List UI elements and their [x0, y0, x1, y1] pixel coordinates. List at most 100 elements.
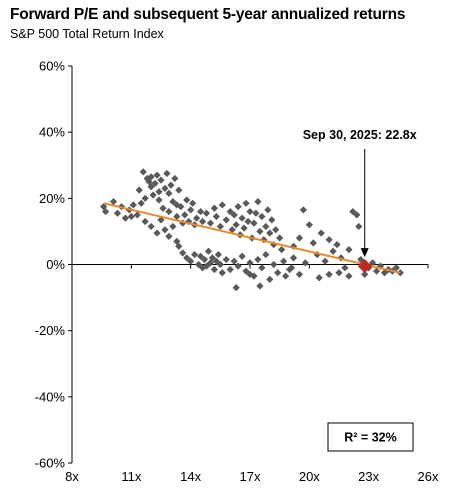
data-point	[232, 221, 240, 229]
data-point	[161, 226, 169, 234]
data-point	[282, 272, 290, 280]
data-point	[242, 199, 250, 207]
data-point	[264, 206, 272, 214]
data-point	[177, 203, 185, 211]
data-point	[372, 267, 381, 275]
x-tick-label: 11x	[121, 469, 141, 484]
x-tick-label: 20x	[299, 469, 320, 484]
data-point	[380, 269, 389, 277]
data-point	[153, 229, 161, 237]
data-point	[295, 234, 304, 242]
data-point	[335, 269, 343, 277]
data-point	[325, 270, 333, 279]
data-point	[274, 269, 282, 277]
data-point	[321, 257, 329, 265]
chart-subtitle: S&P 500 Total Return Index	[10, 27, 164, 41]
data-point	[242, 267, 250, 275]
data-point	[167, 181, 175, 189]
data-point	[173, 212, 181, 221]
data-point	[113, 209, 122, 217]
data-point	[238, 252, 246, 260]
data-point	[289, 254, 298, 262]
data-point	[208, 254, 217, 262]
data-point	[210, 265, 218, 274]
data-point	[179, 249, 187, 257]
data-point	[325, 236, 333, 244]
y-tick-label: 0%	[46, 257, 65, 272]
data-point	[216, 222, 224, 231]
data-point	[246, 207, 254, 216]
arrow-head	[360, 248, 369, 258]
data-point	[262, 222, 270, 231]
data-point	[256, 227, 264, 236]
data-point	[329, 247, 337, 255]
data-point	[204, 247, 213, 255]
data-point	[266, 275, 274, 283]
data-point	[216, 260, 224, 269]
data-point	[175, 242, 183, 250]
data-point	[165, 207, 173, 216]
data-point	[230, 257, 238, 265]
data-point	[272, 226, 280, 234]
data-point	[183, 196, 191, 204]
data-point	[234, 203, 242, 211]
data-point	[191, 250, 199, 259]
r-squared-box	[327, 422, 414, 452]
data-point	[135, 186, 143, 194]
x-tick-label: 17x	[240, 469, 261, 484]
data-point	[287, 264, 296, 272]
data-point	[295, 270, 304, 279]
data-points	[100, 168, 404, 292]
data-point	[315, 274, 323, 282]
data-point	[226, 265, 234, 274]
data-point	[147, 183, 155, 191]
data-point	[163, 169, 171, 178]
data-point	[210, 204, 218, 212]
data-point	[133, 211, 141, 219]
data-point	[349, 207, 357, 216]
annotation-arrow	[360, 149, 369, 258]
trend-line	[103, 202, 401, 274]
data-point	[218, 269, 226, 277]
data-point	[355, 222, 363, 231]
data-point	[193, 214, 201, 222]
data-point	[181, 211, 189, 219]
data-point	[285, 265, 294, 274]
data-point	[151, 179, 159, 188]
data-point	[246, 259, 254, 267]
data-point	[202, 209, 211, 217]
x-tick-label: 8x	[65, 469, 79, 484]
data-point	[189, 199, 197, 207]
data-point	[121, 214, 129, 222]
data-point	[165, 232, 173, 240]
data-point	[246, 270, 254, 279]
x-axis: 8x 11x 14x 17x 20x 23x 26x	[65, 264, 439, 484]
data-point	[165, 189, 173, 197]
data-point	[266, 229, 274, 237]
data-point	[141, 194, 149, 202]
data-point	[169, 198, 177, 206]
x-tick-label: 26x	[418, 469, 439, 484]
data-point	[149, 191, 157, 199]
data-point	[202, 262, 211, 270]
data-point	[218, 201, 226, 209]
data-point	[187, 206, 195, 214]
data-point	[212, 212, 220, 221]
data-point	[258, 212, 266, 221]
x-tick-label: 23x	[358, 469, 379, 484]
data-point	[161, 184, 169, 193]
data-point	[183, 254, 191, 262]
data-point	[214, 250, 222, 259]
data-point	[200, 255, 209, 264]
data-point	[280, 257, 288, 265]
data-point	[254, 198, 262, 206]
data-point	[137, 199, 145, 207]
data-point	[345, 272, 353, 280]
y-tick-label: -20%	[35, 323, 66, 338]
chart-title: Forward P/E and subsequent 5-year annual…	[10, 6, 406, 23]
data-point	[109, 198, 118, 206]
data-point	[226, 207, 234, 216]
data-point	[157, 176, 165, 184]
data-point	[392, 264, 400, 272]
data-point	[270, 260, 278, 269]
